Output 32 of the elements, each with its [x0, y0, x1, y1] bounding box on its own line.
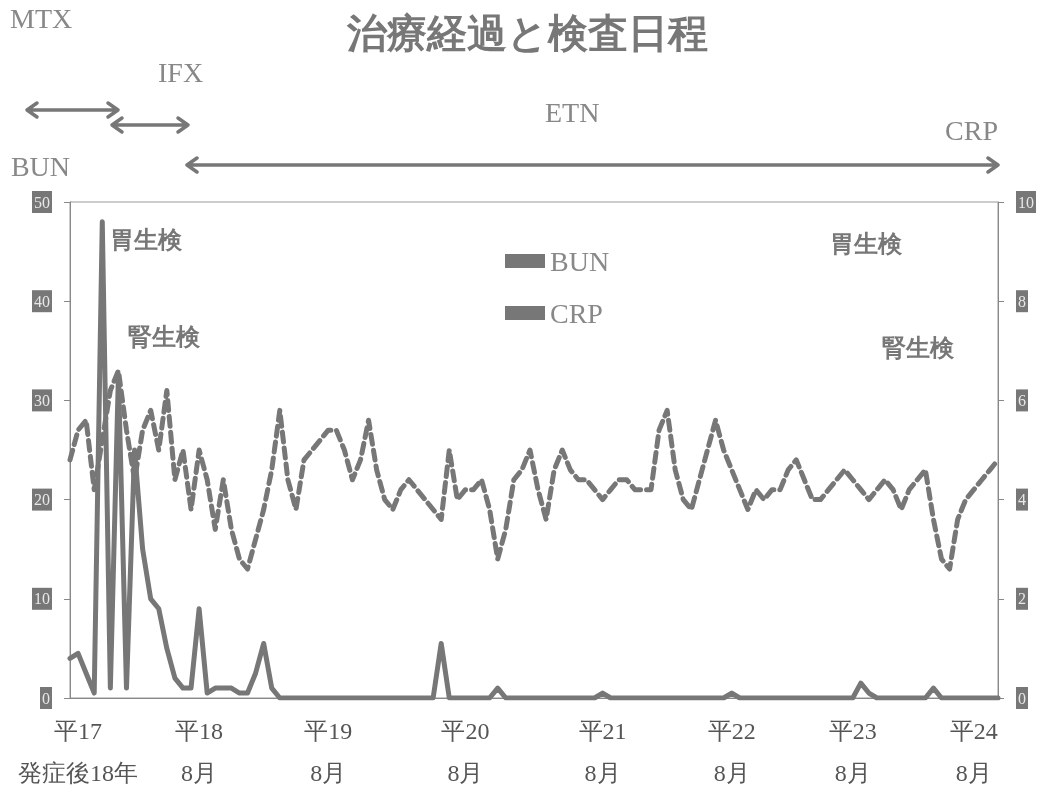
annotation: 腎生検: [882, 334, 955, 362]
y-tick-label: 0: [42, 689, 50, 707]
y2-tick-label: 2: [1018, 590, 1026, 608]
x-tick-label: 平20 8月: [441, 718, 490, 786]
y2-tick-label: 4: [1018, 491, 1026, 509]
x-tick-label: 平21 8月: [578, 718, 627, 786]
y-axis-title: BUN: [10, 150, 70, 182]
y-tick-label: 40: [34, 292, 50, 310]
x-tick-label: 平17 発症後18年: [18, 718, 139, 786]
y-tick-label: 30: [34, 391, 50, 409]
annotation: 胃生検: [110, 226, 183, 254]
x-tick-label: 平19 8月: [304, 718, 353, 786]
y2-tick-label: 10: [1018, 193, 1034, 211]
annotation: 腎生検: [128, 323, 201, 351]
y2-axis-title: CRP: [945, 114, 998, 146]
legend-label: BUN: [550, 245, 610, 277]
y-tick-label: 20: [34, 491, 50, 509]
y2-tick-label: 0: [1018, 689, 1026, 707]
y2-tick-label: 8: [1018, 292, 1026, 310]
y-tick-label: 10: [34, 590, 50, 608]
text: ETN: [545, 96, 600, 128]
annotation: 胃生検: [830, 230, 903, 258]
x-tick-label: 平24 8月: [949, 718, 998, 786]
x-tick-label: 平23 8月: [828, 718, 877, 786]
chart-title: 治療経過と検査日程: [345, 10, 708, 56]
legend-label: CRP: [550, 297, 603, 329]
y-tick-label: 50: [34, 193, 50, 211]
text: MTX: [10, 2, 73, 34]
x-tick-label: 平22 8月: [707, 718, 756, 786]
x-tick-label: 平18 8月: [175, 718, 224, 786]
y2-tick-label: 6: [1018, 391, 1026, 409]
text: IFX: [158, 56, 204, 88]
